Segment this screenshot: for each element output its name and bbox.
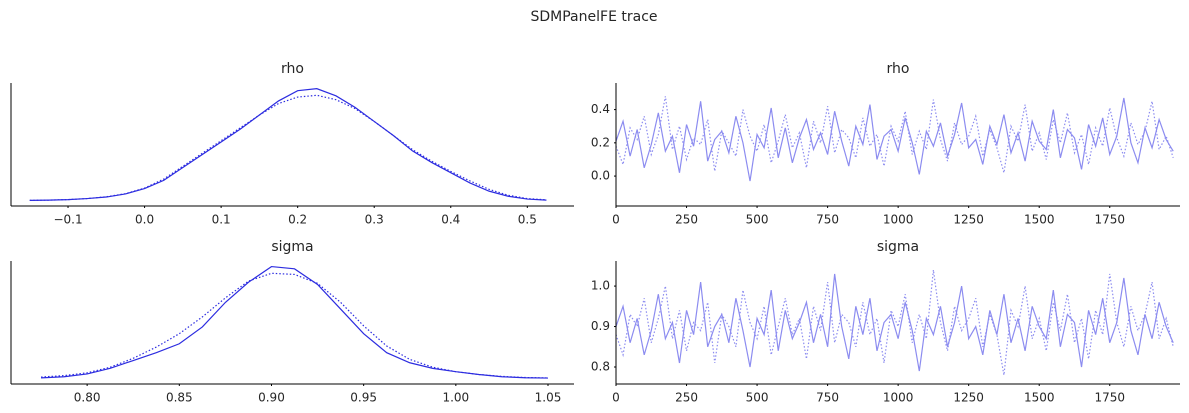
x-tick-label: 1500 xyxy=(1024,213,1055,227)
trace-line xyxy=(615,97,1174,182)
x-tick-label: 0.3 xyxy=(365,213,384,227)
x-tick-label: 1750 xyxy=(1094,391,1125,405)
x-tick-label: 250 xyxy=(675,391,698,405)
x-tick-label: −0.1 xyxy=(53,213,82,227)
x-tick-label: 0.2 xyxy=(288,213,307,227)
x-tick-label: 1000 xyxy=(883,391,914,405)
x-tick-label: 750 xyxy=(816,391,839,405)
y-tick-label: 0.4 xyxy=(591,102,610,116)
x-tick-label: 1.05 xyxy=(535,391,562,405)
x-tick-label: 0.90 xyxy=(258,391,285,405)
x-tick-label: 1000 xyxy=(883,213,914,227)
panel-title: rho xyxy=(887,61,910,77)
x-tick-label: 1.00 xyxy=(442,391,469,405)
x-tick-label: 1750 xyxy=(1094,213,1125,227)
x-tick-label: 0.1 xyxy=(212,213,231,227)
trace-line xyxy=(615,269,1174,376)
panel-title: sigma xyxy=(271,239,313,255)
y-tick-label: 0.9 xyxy=(591,319,610,333)
x-tick-label: 0.5 xyxy=(518,213,537,227)
x-tick-label: 500 xyxy=(746,213,769,227)
y-tick-label: 0.0 xyxy=(591,169,610,183)
x-tick-label: 0 xyxy=(612,213,620,227)
trace-line xyxy=(41,265,549,379)
trace-line xyxy=(29,94,547,201)
trace-line xyxy=(41,272,549,379)
trace-line xyxy=(29,88,547,201)
trace-line xyxy=(615,273,1174,372)
x-tick-label: 1250 xyxy=(953,213,984,227)
x-tick-label: 0.80 xyxy=(74,391,101,405)
x-tick-label: 0.0 xyxy=(135,213,154,227)
y-tick-label: 1.0 xyxy=(591,279,610,293)
y-tick-label: 0.8 xyxy=(591,360,610,374)
y-tick-label: 0.2 xyxy=(591,135,610,149)
x-tick-label: 500 xyxy=(746,391,769,405)
panel-title: rho xyxy=(281,61,304,77)
x-tick-label: 0.95 xyxy=(350,391,377,405)
x-tick-label: 250 xyxy=(675,213,698,227)
x-tick-label: 0.85 xyxy=(166,391,193,405)
x-tick-label: 750 xyxy=(816,213,839,227)
figure-title: SDMPanelFE trace xyxy=(531,9,658,25)
x-tick-label: 1250 xyxy=(953,391,984,405)
x-tick-label: 0 xyxy=(612,391,620,405)
panel-title: sigma xyxy=(877,239,919,255)
x-tick-label: 0.4 xyxy=(441,213,460,227)
x-tick-label: 1500 xyxy=(1024,391,1055,405)
